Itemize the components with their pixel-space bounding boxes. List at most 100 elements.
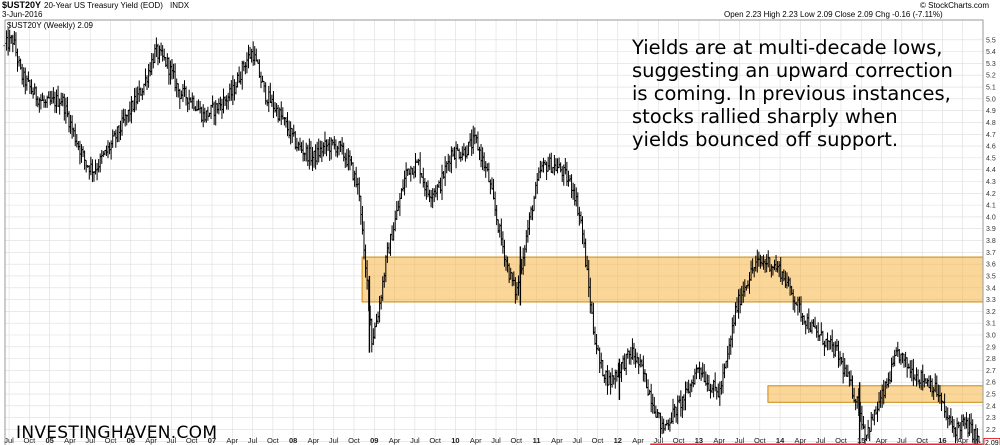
x-tick-label: Jul bbox=[85, 436, 95, 445]
x-tick-label: Oct bbox=[592, 436, 605, 445]
y-tick-label: 4.0 bbox=[986, 214, 996, 221]
y-tick-label: 4.9 bbox=[986, 108, 996, 115]
y-tick-label: 2.6 bbox=[986, 380, 996, 387]
x-tick-label: 07 bbox=[208, 436, 216, 445]
annotation-line: suggesting an upward correction bbox=[632, 59, 953, 82]
x-tick-label: Jul bbox=[4, 436, 14, 445]
x-tick-label: Oct bbox=[754, 436, 767, 445]
x-tick-label: Jul bbox=[491, 436, 501, 445]
ticker-symbol: $UST20Y bbox=[2, 0, 42, 10]
y-tick-label: 3.4 bbox=[986, 285, 996, 292]
y-axis: 5.5 5.4 5.3 5.2 5.1 5.0 4.9 4.8 4.7 4.6 4.5 4.4 4.3 4… bbox=[983, 37, 1000, 445]
x-tick-label: Oct bbox=[673, 436, 686, 445]
x-tick-label: Oct bbox=[429, 436, 442, 445]
y-tick-label: 2.7 bbox=[986, 368, 996, 375]
y-tick-label: 2.2 bbox=[986, 427, 996, 434]
chart-grid bbox=[5, 20, 983, 445]
x-tick-label: Apr bbox=[389, 436, 401, 445]
exchange-label: INDX bbox=[170, 1, 190, 10]
x-tick-label: 13 bbox=[695, 436, 703, 445]
x-tick-label: 06 bbox=[127, 436, 135, 445]
x-tick-label: Apr bbox=[64, 436, 76, 445]
y-tick-label: 5.3 bbox=[986, 61, 996, 68]
y-tick-label: 2.3 bbox=[986, 415, 996, 422]
x-tick-label: Apr bbox=[713, 436, 725, 445]
x-tick-label: 12 bbox=[614, 436, 622, 445]
last-value-box bbox=[983, 438, 1000, 445]
x-tick-label: 16 bbox=[938, 436, 946, 445]
annotation-line: Yields are at multi-decade lows, bbox=[632, 36, 943, 59]
x-tick-label: Oct bbox=[510, 436, 523, 445]
x-tick-label: Apr bbox=[470, 436, 482, 445]
site-watermark: INVESTINGHAVEN.COM bbox=[16, 423, 218, 443]
x-tick-label: Jul bbox=[410, 436, 420, 445]
x-tick-label: Jul bbox=[329, 436, 339, 445]
x-tick-label: Oct bbox=[186, 436, 199, 445]
x-tick-label: Apr bbox=[308, 436, 320, 445]
y-tick-label: 3.0 bbox=[986, 333, 996, 340]
y-tick-label: 3.5 bbox=[986, 273, 996, 280]
chart-date: 3-Jun-2016 bbox=[2, 10, 43, 19]
y-tick-label: 2.9 bbox=[986, 344, 996, 351]
x-tick-label: Apr bbox=[226, 436, 238, 445]
quote-summary: Open 2.23 High 2.23 Low 2.09 Close 2.09 … bbox=[724, 10, 943, 19]
x-tick-label: Oct bbox=[24, 436, 37, 445]
y-tick-label: 4.2 bbox=[986, 191, 996, 198]
x-tick-label: Apr bbox=[876, 436, 888, 445]
annotation-line: is coming. In previous instances, bbox=[632, 82, 951, 105]
x-tick-label: Apr bbox=[551, 436, 563, 445]
y-tick-label: 5.5 bbox=[986, 37, 996, 44]
support-zones bbox=[361, 256, 984, 403]
plot-frame bbox=[4, 19, 984, 445]
annotation-line: stocks rallied sharply when bbox=[632, 105, 898, 128]
y-tick-label: 4.6 bbox=[986, 144, 996, 151]
x-tick-label: Apr bbox=[145, 436, 157, 445]
y-tick-label: 4.7 bbox=[986, 132, 996, 139]
x-tick-label: 11 bbox=[533, 436, 541, 445]
annotation-text: Yields are at multi-decade lows, suggest… bbox=[632, 36, 992, 151]
x-tick-label: Oct bbox=[916, 436, 929, 445]
x-tick-label: Jul bbox=[572, 436, 582, 445]
x-tick-label: 10 bbox=[451, 436, 459, 445]
support-zone bbox=[361, 256, 984, 303]
y-tick-label: 3.8 bbox=[986, 238, 996, 245]
x-tick-label: 05 bbox=[45, 436, 53, 445]
y-tick-label: 4.4 bbox=[986, 167, 996, 174]
y-tick-label: 3.9 bbox=[986, 226, 996, 233]
y-tick-label: 4.3 bbox=[986, 179, 996, 186]
x-tick-label: Jul bbox=[735, 436, 745, 445]
x-tick-label: 14 bbox=[776, 436, 785, 445]
y-tick-label: 4.8 bbox=[986, 120, 996, 127]
copyright-label: © StockCharts.com bbox=[920, 1, 990, 10]
annotation-line: yields bounced off support. bbox=[632, 128, 899, 151]
x-tick-label: Oct bbox=[835, 436, 848, 445]
series-legend: $UST20Y (Weekly) 2.09 bbox=[7, 21, 94, 30]
y-tick-label: 4.5 bbox=[986, 155, 996, 162]
y-tick-label: 2.4 bbox=[986, 403, 996, 410]
x-tick-label: Oct bbox=[348, 436, 361, 445]
y-tick-label: 3.2 bbox=[986, 309, 996, 316]
y-tick-label: 3.1 bbox=[986, 321, 996, 328]
y-tick-label: 5.1 bbox=[986, 85, 996, 92]
chart-header: $UST20Y 20-Year US Treasury Yield (EOD) … bbox=[0, 0, 1000, 20]
y-tick-label: 3.3 bbox=[986, 297, 996, 304]
x-tick-label: Jul bbox=[897, 436, 907, 445]
x-axis: Jul Oct 05 Apr Jul Oct 06 Apr Jul Oct 07 Apr Jul Oct 0… bbox=[4, 436, 969, 445]
last-value-label: 2.09 bbox=[985, 440, 999, 445]
y-tick-label: 5.0 bbox=[986, 96, 996, 103]
x-tick-label: Jul bbox=[654, 436, 664, 445]
x-tick-label: 15 bbox=[857, 436, 865, 445]
ticker-description: 20-Year US Treasury Yield (EOD) bbox=[44, 1, 163, 10]
x-tick-label: Jul bbox=[816, 436, 826, 445]
x-tick-label: Apr bbox=[957, 436, 969, 445]
x-tick-label: 08 bbox=[289, 436, 297, 445]
y-tick-label: 5.2 bbox=[986, 73, 996, 80]
price-bars bbox=[3, 28, 981, 445]
x-tick-label: Jul bbox=[167, 436, 177, 445]
x-tick-label: Apr bbox=[632, 436, 644, 445]
x-tick-label: Oct bbox=[105, 436, 118, 445]
support-zone bbox=[767, 385, 984, 403]
x-tick-label: Oct bbox=[267, 436, 280, 445]
y-tick-label: 2.8 bbox=[986, 356, 996, 363]
